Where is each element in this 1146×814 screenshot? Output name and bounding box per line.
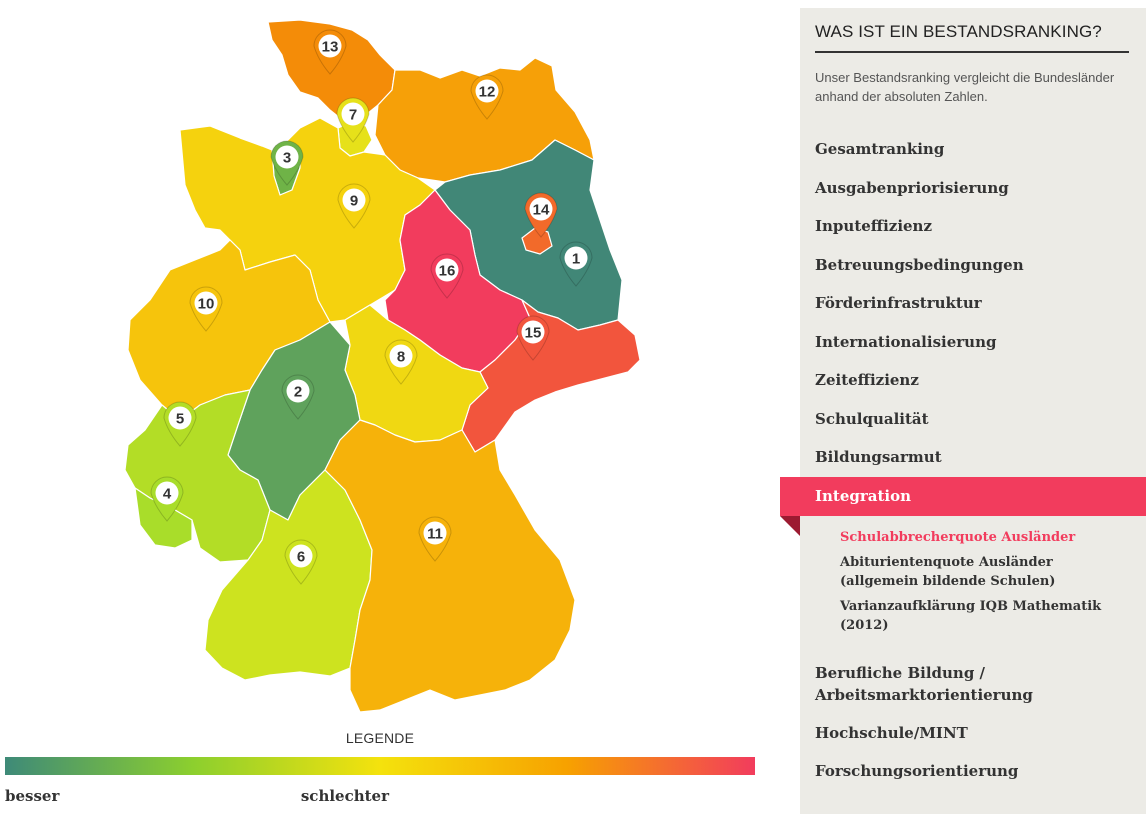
menu-item-schulqualitaet[interactable]: Schulqualität [815, 409, 929, 428]
map-pin-center [155, 481, 179, 505]
map-pin-center [194, 291, 218, 315]
menu-item-inputeffizienz[interactable]: Inputeffizienz [815, 217, 932, 235]
map-pin-label: 1 [572, 251, 580, 268]
menu-item-integration[interactable]: Integration [780, 476, 1146, 516]
map-pin-10[interactable]: 10 [189, 286, 223, 332]
map-pin-center [389, 344, 413, 368]
menu-item-berufliche-bildung[interactable]: Berufliche Bildung / Arbeitsmarktorienti… [815, 663, 1033, 704]
map-pin-center [286, 379, 310, 403]
map-pin-6[interactable]: 6 [284, 539, 318, 585]
state-15[interactable] [461, 299, 641, 453]
sidebar-description: Unser Bestandsranking vergleicht die Bun… [815, 70, 1115, 104]
map-pin-center [342, 188, 366, 212]
map-pin-16[interactable]: 16 [430, 253, 464, 299]
map-pin-label: 4 [163, 486, 172, 503]
legend-low-label: besser [5, 787, 60, 805]
map-pin-15[interactable]: 15 [516, 315, 550, 361]
map-pin-center [475, 79, 499, 103]
active-item-fold [780, 515, 800, 536]
active-menu-group: Integration Schulabbrecherquote Auslände… [780, 476, 1146, 657]
map-pin-label: 10 [198, 296, 215, 313]
menu-item-gesamtranking[interactable]: Gesamtranking [815, 140, 945, 158]
map-pin-2[interactable]: 2 [281, 374, 315, 420]
map-pin-center [564, 246, 588, 270]
map-pin-center [435, 258, 459, 282]
map-area: 1 2 3 4 5 6 7 8 9 10 11 12 13 14 15 16 LEGENDE besser s… [0, 0, 780, 805]
map-pin-label: 7 [349, 107, 357, 124]
map-pin-label: 3 [283, 150, 291, 167]
menu-item-internationalisierung[interactable]: Internationalisierung [815, 332, 997, 351]
legend-title: LEGENDE [345, 730, 415, 746]
map-pin-1[interactable]: 1 [559, 241, 593, 287]
map-pin-3[interactable]: 3 [270, 140, 304, 186]
map-pin-label: 14 [533, 202, 550, 219]
submenu-item-varianzaufklaerung[interactable]: Varianzaufklärung IQB Mathematik (2012) [840, 598, 1102, 633]
ranking-menu: Gesamtranking Ausgabenpriorisierung Inpu… [780, 130, 1146, 791]
menu-item-betreuungsbedingungen[interactable]: Betreuungsbedingungen [815, 255, 1024, 274]
map-pin-label: 16 [439, 263, 456, 280]
map-pin-8[interactable]: 8 [384, 339, 418, 385]
map-pin-label: 9 [350, 193, 358, 210]
map-pin-11[interactable]: 11 [418, 516, 452, 562]
legend-high-label: schlechter [300, 787, 389, 805]
map-pin-label: 11 [427, 526, 443, 543]
menu-item-foerderinfrastruktur[interactable]: Förderinfrastruktur [815, 294, 982, 312]
map-pin-label: 12 [479, 84, 496, 101]
map-pin-center [318, 34, 342, 58]
submenu-item-schulabbrecherquote[interactable]: Schulabbrecherquote Ausländer [840, 529, 1076, 545]
map-pin-12[interactable]: 12 [470, 74, 504, 120]
menu-item-hochschule-mint[interactable]: Hochschule/MINT [815, 723, 968, 742]
legend-gradient-bar [5, 757, 755, 775]
map-pin-7[interactable]: 7 [336, 97, 370, 143]
map-pin-center [275, 145, 299, 169]
menu-item-bildungsarmut[interactable]: Bildungsarmut [815, 448, 942, 466]
map-pin-center [529, 197, 553, 221]
map-pin-center [521, 320, 545, 344]
map-pin-4[interactable]: 4 [150, 476, 184, 522]
map-pin-label: 13 [322, 39, 339, 56]
map-pin-label: 8 [397, 349, 405, 366]
map-pin-center [341, 102, 365, 126]
menu-item-forschungsorientierung[interactable]: Forschungsorientierung [815, 762, 1019, 780]
sidebar: WAS IST EIN BESTANDSRANKING? Unser Besta… [780, 8, 1146, 814]
map-pin-label: 2 [294, 384, 302, 401]
state-11[interactable] [324, 419, 576, 713]
submenu-item-abiturientenquote[interactable]: Abiturientenquote Ausländer (allgemein b… [840, 554, 1056, 589]
integration-submenu: Schulabbrecherquote Ausländer Abiturient… [800, 516, 1146, 657]
map-pin-label: 15 [525, 325, 542, 342]
map-pin-13[interactable]: 13 [313, 29, 347, 75]
map-pin-9[interactable]: 9 [337, 183, 371, 229]
map-pin-5[interactable]: 5 [163, 401, 197, 447]
map-pin-center [423, 521, 447, 545]
map-pin-label: 6 [297, 549, 305, 566]
map-pin-center [168, 406, 192, 430]
menu-item-ausgabenpriorisierung[interactable]: Ausgabenpriorisierung [815, 178, 1009, 197]
sidebar-heading: WAS IST EIN BESTANDSRANKING? [815, 22, 1129, 53]
map-pin-label: 5 [176, 411, 184, 428]
map-pin-14[interactable]: 14 [524, 192, 558, 238]
menu-item-zeiteffizienz[interactable]: Zeiteffizienz [815, 371, 919, 389]
map-pin-center [289, 544, 313, 568]
